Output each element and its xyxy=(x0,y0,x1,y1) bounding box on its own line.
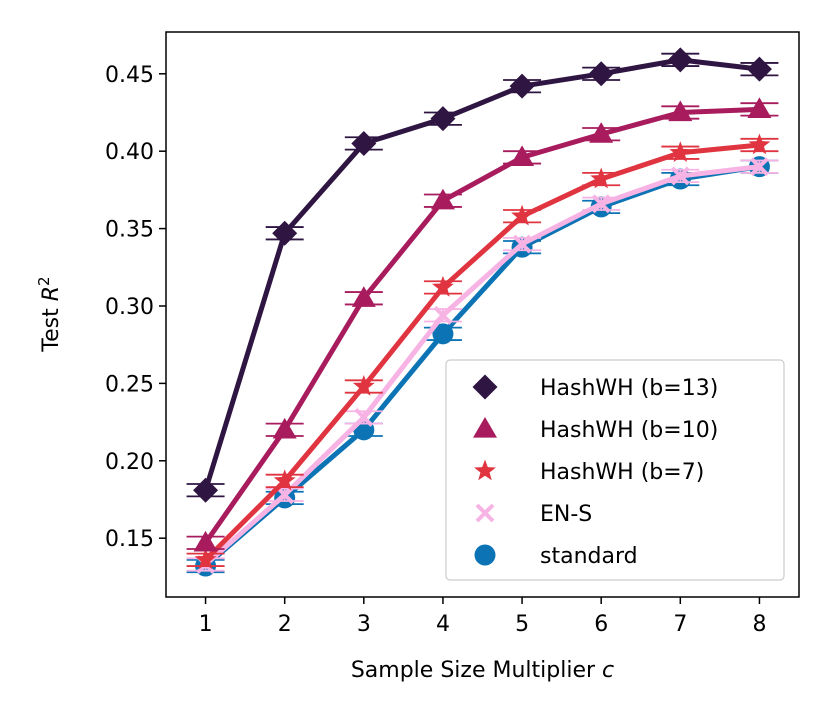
series-en-s xyxy=(186,157,779,574)
legend-frame xyxy=(445,359,785,581)
data-point xyxy=(193,530,218,552)
data-point xyxy=(747,97,772,119)
series-line-hashwh-b-13 xyxy=(203,57,762,493)
legend-item-en-s: EN-S xyxy=(475,502,592,527)
legend-label: EN-S xyxy=(540,502,592,527)
data-point xyxy=(351,286,376,307)
ticks-layer: 1 2 3 4 5 6 7 8 0.15 0.20 0.25 0.30 0.35 0.40 0.45 xyxy=(105,63,766,637)
series-line-en-s xyxy=(203,164,762,567)
legend-marker xyxy=(472,374,498,400)
y-axis-label: Test R2 xyxy=(35,276,64,352)
x-tick-label: 3 xyxy=(357,612,371,637)
legend-item-hashwh-b-10: HashWH (b=10) xyxy=(473,417,718,443)
y-tick-label: 0.25 xyxy=(105,372,154,397)
legend-marker xyxy=(474,544,496,566)
data-point xyxy=(750,157,769,177)
legend-label: HashWH (b=7) xyxy=(540,460,704,485)
data-point xyxy=(748,133,771,155)
data-point xyxy=(272,220,298,246)
x-axis-label-text: Sample Size Multiplier xyxy=(351,658,602,683)
series-hashwh-b-13 xyxy=(186,47,779,503)
data-point xyxy=(668,100,693,122)
series-layer xyxy=(186,47,779,577)
y-axis-label-var: R xyxy=(39,286,64,301)
x-tick-label: 2 xyxy=(278,612,292,637)
legend: HashWH (b=13) HashWH (b=10) HashWH (b=7) EN… xyxy=(445,359,785,581)
legend-label: HashWH (b=10) xyxy=(540,418,718,443)
y-axis-label-sup: 2 xyxy=(35,276,53,286)
y-tick-label: 0.20 xyxy=(105,450,154,475)
x-tick-label: 8 xyxy=(752,612,766,637)
data-point xyxy=(430,188,455,210)
legend-marker xyxy=(474,459,496,481)
y-tick-label: 0.40 xyxy=(105,140,154,165)
data-point xyxy=(590,167,613,189)
y-tick-label: 0.35 xyxy=(105,218,154,243)
data-point xyxy=(432,275,454,297)
series-hashwh-b-7 xyxy=(186,133,779,570)
x-tick-label: 1 xyxy=(199,612,213,637)
x-axis-label-var: c xyxy=(602,658,614,683)
data-point xyxy=(432,323,454,345)
series-hashwh-b-10 xyxy=(186,97,779,552)
data-point xyxy=(667,47,693,73)
legend-label: HashWH (b=13) xyxy=(540,376,718,401)
legend-label: standard xyxy=(540,544,638,569)
x-axis-label: Sample Size Multiplier c xyxy=(351,658,614,683)
y-axis-label-text: Test xyxy=(39,301,64,352)
y-tick-label: 0.45 xyxy=(105,63,154,88)
data-point xyxy=(509,73,535,99)
x-tick-label: 7 xyxy=(673,612,687,637)
data-point xyxy=(354,408,374,427)
x-tick-label: 6 xyxy=(594,612,608,637)
data-point xyxy=(670,166,690,186)
data-point xyxy=(512,234,532,254)
data-point xyxy=(273,469,296,491)
data-point xyxy=(511,204,533,226)
legend-marker xyxy=(475,503,495,523)
data-point xyxy=(588,61,614,87)
data-point xyxy=(589,122,614,143)
x-tick-label: 5 xyxy=(515,612,529,637)
data-point xyxy=(351,130,377,156)
legend-marker xyxy=(473,417,497,438)
legend-item-hashwh-b-13: HashWH (b=13) xyxy=(472,374,718,401)
y-tick-label: 0.30 xyxy=(105,295,154,320)
data-point xyxy=(194,548,217,570)
data-point xyxy=(430,106,456,132)
data-point xyxy=(510,145,535,167)
legend-item-standard: standard xyxy=(474,544,638,569)
x-tick-label: 4 xyxy=(436,612,450,637)
series-line-hashwh-b-7 xyxy=(203,142,762,563)
data-point xyxy=(746,56,772,82)
series-line-hashwh-b-10 xyxy=(203,106,762,546)
legend-item-hashwh-b-7: HashWH (b=7) xyxy=(474,459,704,485)
y-tick-label: 0.15 xyxy=(105,527,154,552)
data-point xyxy=(591,194,611,214)
data-point xyxy=(193,477,219,503)
plot-frame xyxy=(165,31,800,598)
data-point xyxy=(352,374,375,396)
data-point xyxy=(433,305,453,325)
data-point xyxy=(669,141,692,163)
data-point xyxy=(272,417,297,439)
